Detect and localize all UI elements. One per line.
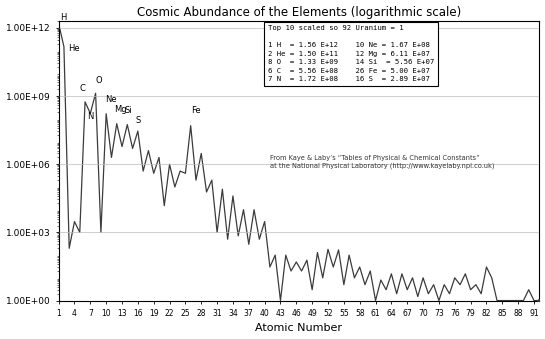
Text: He: He xyxy=(68,44,80,53)
Text: Si: Si xyxy=(125,106,132,116)
Text: Fe: Fe xyxy=(191,106,201,115)
Text: From Kaye & Laby’s “Tables of Physical & Chemical Constants”
at the National Phy: From Kaye & Laby’s “Tables of Physical &… xyxy=(270,155,495,169)
Text: Top 10 scaled so 92 Uranium = 1

1 H  = 1.56 E+12    10 Ne = 1.67 E+08
2 He = 1.: Top 10 scaled so 92 Uranium = 1 1 H = 1.… xyxy=(268,25,434,82)
X-axis label: Atomic Number: Atomic Number xyxy=(256,323,342,334)
Text: Ne: Ne xyxy=(105,95,117,104)
Text: N: N xyxy=(87,112,93,121)
Text: H: H xyxy=(60,13,66,22)
Text: C: C xyxy=(80,84,86,93)
Text: O: O xyxy=(95,76,102,85)
Text: S: S xyxy=(135,116,141,125)
Title: Cosmic Abundance of the Elements (logarithmic scale): Cosmic Abundance of the Elements (logari… xyxy=(137,5,461,19)
Text: Mg: Mg xyxy=(114,105,127,114)
